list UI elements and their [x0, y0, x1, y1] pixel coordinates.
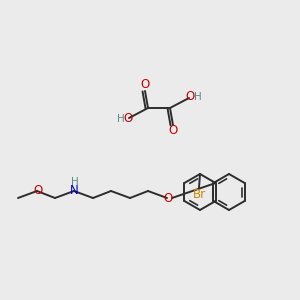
Text: O: O [164, 193, 172, 206]
Text: O: O [33, 184, 43, 196]
Text: O: O [123, 112, 133, 125]
Text: H: H [117, 114, 125, 124]
Text: N: N [70, 184, 78, 196]
Text: H: H [71, 177, 79, 187]
Text: Br: Br [192, 188, 206, 202]
Text: O: O [185, 91, 195, 103]
Text: O: O [168, 124, 178, 137]
Text: H: H [194, 92, 202, 102]
Text: O: O [140, 79, 150, 92]
